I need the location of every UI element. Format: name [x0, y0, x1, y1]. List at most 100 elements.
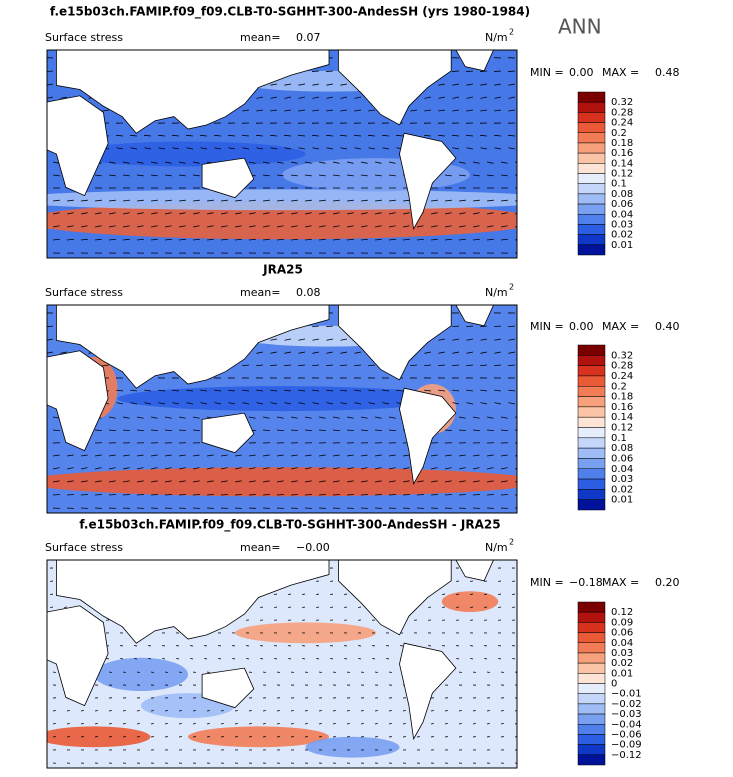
vector	[466, 83, 474, 86]
vector	[344, 593, 348, 595]
vector	[500, 494, 508, 496]
vector	[438, 364, 446, 367]
vector	[192, 723, 196, 725]
vector	[298, 402, 306, 405]
vector	[354, 364, 362, 367]
vector	[508, 109, 516, 112]
colorbar-box	[577, 396, 606, 408]
vector	[374, 174, 382, 177]
vector	[494, 389, 502, 392]
vector	[486, 212, 494, 215]
vector	[312, 96, 320, 99]
mean-label: mean=	[240, 31, 280, 44]
colorbar-label: 0.01	[611, 240, 633, 251]
vector	[234, 225, 242, 228]
vector	[288, 658, 292, 660]
vector	[472, 225, 480, 228]
vector	[332, 467, 340, 470]
vector	[514, 161, 517, 163]
vector	[304, 429, 312, 432]
vector	[66, 225, 74, 228]
vector	[164, 416, 172, 419]
vector	[374, 416, 382, 419]
colorbar-box	[577, 468, 606, 480]
vector	[340, 402, 348, 405]
vector	[304, 225, 312, 228]
vector	[122, 212, 130, 215]
vector	[108, 454, 116, 457]
vector	[494, 402, 502, 405]
vector	[66, 238, 74, 241]
colorbar-label: 0.06	[611, 453, 633, 464]
vector	[360, 467, 368, 470]
vector	[466, 364, 474, 367]
vector	[438, 338, 446, 341]
vector	[498, 593, 502, 595]
vector	[298, 364, 306, 367]
vector	[164, 454, 172, 457]
vector	[206, 467, 214, 470]
vector	[164, 225, 172, 228]
vector	[284, 351, 292, 354]
colorbar-box	[577, 642, 606, 654]
vector	[108, 416, 116, 419]
vector	[360, 480, 368, 483]
vector	[234, 480, 242, 483]
vector	[508, 351, 516, 354]
vector	[162, 658, 166, 660]
vector	[66, 199, 74, 202]
vector	[136, 480, 144, 483]
colorbar-label: 0.14	[611, 158, 633, 169]
vector	[106, 658, 110, 660]
vector	[312, 147, 320, 150]
colorbar-box	[577, 673, 606, 684]
vector	[186, 134, 194, 137]
vector	[298, 83, 306, 86]
vector	[368, 389, 376, 392]
colorbar-box	[577, 163, 606, 174]
min-value: 0.00	[569, 66, 594, 79]
vector	[304, 454, 312, 457]
vector	[312, 402, 320, 405]
vector	[276, 494, 284, 496]
vector	[52, 199, 60, 202]
vector	[200, 402, 208, 405]
vector	[340, 134, 348, 137]
vector	[260, 606, 264, 608]
vector	[486, 225, 494, 228]
vector	[136, 494, 144, 496]
vector	[514, 723, 517, 725]
panel-title: f.e15b03ch.FAMIP.f09_f09.CLB-T0-SGHHT-30…	[79, 518, 500, 533]
vector	[480, 109, 488, 112]
colorbar-box	[577, 734, 606, 745]
vector	[480, 338, 488, 341]
vector	[480, 325, 488, 328]
vector	[66, 454, 74, 457]
variable: Surface stress	[45, 286, 123, 299]
vector	[270, 351, 278, 354]
colorbar-label: 0.32	[611, 350, 633, 361]
vector	[484, 658, 488, 660]
vector	[472, 212, 480, 215]
colorbar-label: 0.24	[611, 118, 633, 129]
vector	[256, 351, 264, 354]
colorbar-box	[577, 234, 606, 246]
field-patch	[117, 386, 447, 412]
vector	[64, 606, 68, 608]
vector	[386, 658, 390, 660]
vector	[218, 658, 222, 660]
vector	[274, 593, 278, 595]
colorbar-label: 0.03	[611, 219, 633, 230]
vector	[94, 429, 102, 432]
vector	[494, 325, 502, 328]
vector	[340, 83, 348, 86]
vector	[410, 109, 418, 112]
vector	[242, 389, 250, 392]
vector	[176, 658, 180, 660]
vector	[480, 83, 488, 86]
vector	[148, 658, 152, 660]
vector	[276, 225, 284, 228]
colorbar-label: 0.01	[611, 668, 633, 679]
vector	[94, 174, 102, 177]
vector	[430, 454, 438, 457]
